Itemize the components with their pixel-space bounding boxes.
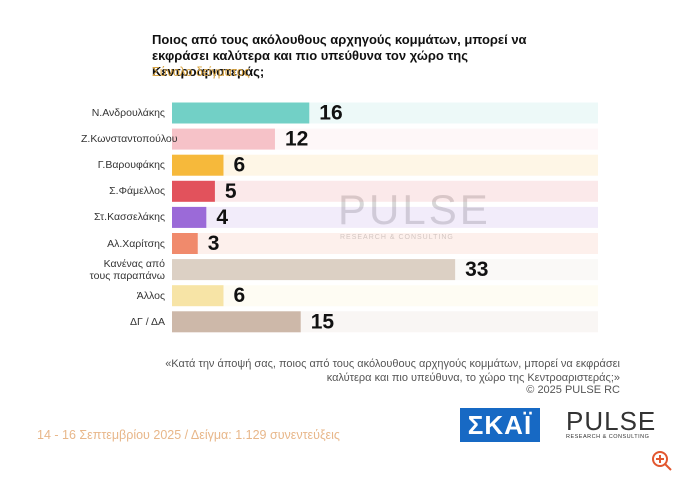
category-text: Στ.Κασσελάκης (94, 211, 165, 224)
row-band (172, 233, 598, 254)
category-label: Αλ.Χαρίτσης (40, 238, 165, 250)
pulse-logo-sub: RESEARCH & CONSULTING (566, 434, 650, 440)
category-label: ΔΓ / ΔΑ (40, 316, 165, 328)
bar (172, 154, 224, 176)
category-text: ΔΓ / ΔΑ (130, 315, 165, 328)
category-label: Ν.Ανδρουλάκης (40, 107, 165, 119)
category-label: Άλλος (40, 290, 165, 302)
bar (172, 233, 198, 254)
copyright: © 2025 PULSE RC (526, 384, 620, 396)
pulse-logo: PULSE (566, 406, 657, 436)
category-text: Άλλος (136, 289, 165, 302)
row-band (172, 206, 598, 228)
zoom-icon[interactable] (652, 451, 672, 471)
bar (172, 206, 207, 228)
category-label: Κανένας από τους παραπάνω (40, 258, 165, 282)
watermark-sub: RESEARCH & CONSULTING (340, 234, 454, 241)
chart-subtitle: Σύνολο δείγματος (152, 65, 250, 79)
category-text: Ζ.Κωνσταντοπούλου (81, 133, 178, 146)
value-label: 33 (465, 258, 488, 281)
row-band (172, 154, 598, 176)
bar (172, 311, 301, 333)
category-label: Σ.Φάμελλος (40, 185, 165, 197)
bar (172, 180, 215, 202)
value-label: 16 (319, 102, 342, 125)
skai-logo: ΣΚΑΪ (460, 408, 540, 442)
value-label: 6 (233, 284, 245, 307)
category-text: Ν.Ανδρουλάκης (91, 107, 165, 119)
question-note: «Κατά την άποψή σας, ποιος από τους ακόλ… (165, 358, 620, 384)
row-band (172, 285, 598, 307)
value-label: 3 (208, 232, 220, 255)
value-label: 4 (216, 206, 228, 229)
category-label: Γ.Βαρουφάκης (40, 159, 165, 171)
value-label: 6 (233, 154, 245, 177)
watermark: PULSE (338, 186, 491, 233)
category-label: Στ.Κασσελάκης (40, 211, 165, 223)
row-band (172, 128, 598, 150)
category-text: Κανένας από τους παραπάνω (89, 257, 165, 282)
value-label: 12 (285, 128, 308, 151)
survey-info: 14 - 16 Σεπτεμβρίου 2025 / Δείγμα: 1.129… (37, 428, 340, 442)
category-text: Σ.Φάμελλος (109, 185, 165, 198)
row-band (172, 180, 598, 202)
bar (172, 259, 456, 281)
category-text: Γ.Βαρουφάκης (97, 159, 165, 172)
bar (172, 128, 275, 150)
bar (172, 102, 310, 124)
chart-title: Ποιος από τους ακόλουθους αρχηγούς κομμά… (152, 32, 527, 79)
bar (172, 285, 224, 307)
value-label: 15 (311, 310, 335, 333)
category-label: Ζ.Κωνσταντοπούλου (40, 133, 178, 146)
value-label: 5 (225, 180, 237, 203)
category-text: Αλ.Χαρίτσης (107, 237, 165, 250)
